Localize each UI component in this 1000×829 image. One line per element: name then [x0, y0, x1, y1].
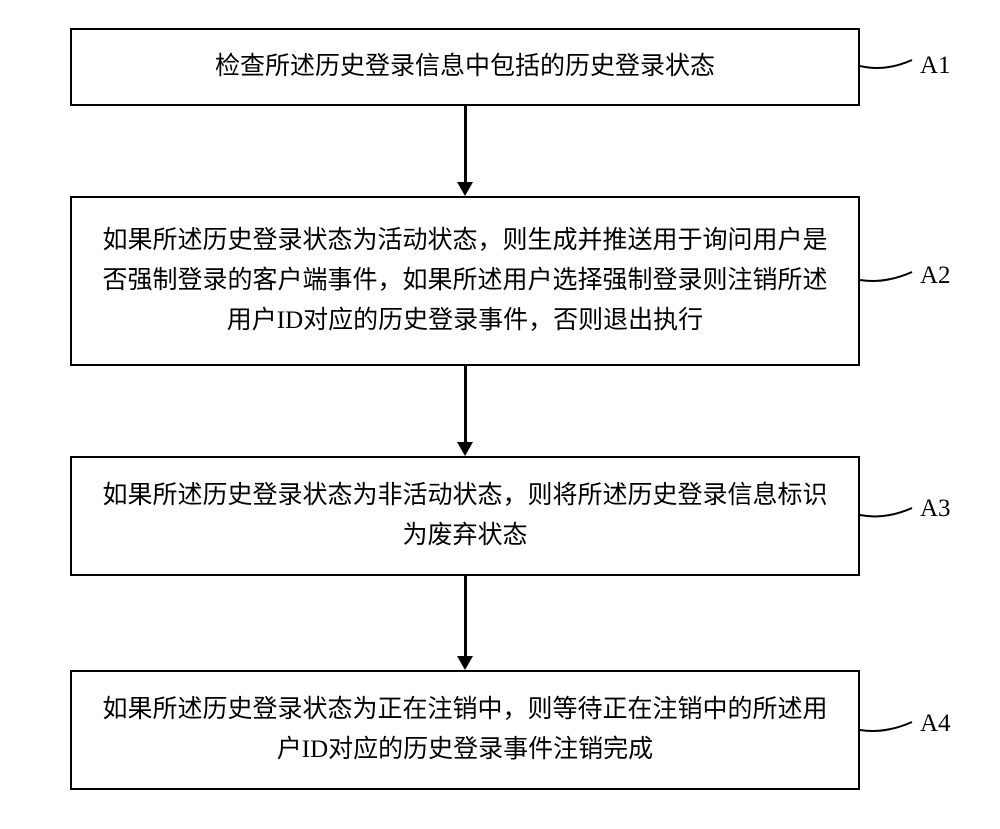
label-connector-a1 [860, 50, 915, 74]
node-text: 如果所述历史登录状态为正在注销中，则等待正在注销中的所述用户ID对应的历史登录事… [92, 690, 838, 770]
node-label-a2: A2 [920, 262, 951, 290]
flowchart-node-a1: 检查所述历史登录信息中包括的历史登录状态 [70, 28, 860, 106]
arrow-a3-a4 [464, 576, 467, 656]
node-label-a1: A1 [920, 52, 951, 80]
arrow-a2-a3 [464, 366, 467, 442]
node-text: 如果所述历史登录状态为非活动状态，则将所述历史登录信息标识为废弃状态 [92, 476, 838, 556]
arrowhead-a2-a3 [457, 442, 473, 456]
label-text: A3 [920, 495, 951, 522]
label-text: A2 [920, 262, 951, 289]
label-connector-a2 [860, 262, 915, 286]
flowchart-node-a3: 如果所述历史登录状态为非活动状态，则将所述历史登录信息标识为废弃状态 [70, 456, 860, 576]
label-connector-a3 [860, 498, 915, 522]
node-label-a4: A4 [920, 710, 951, 738]
node-text: 检查所述历史登录信息中包括的历史登录状态 [215, 47, 715, 87]
arrow-a1-a2 [464, 106, 467, 182]
arrowhead-a1-a2 [457, 182, 473, 196]
flowchart-node-a4: 如果所述历史登录状态为正在注销中，则等待正在注销中的所述用户ID对应的历史登录事… [70, 670, 860, 790]
label-connector-a4 [860, 712, 915, 736]
flowchart-node-a2: 如果所述历史登录状态为活动状态，则生成并推送用于询问用户是否强制登录的客户端事件… [70, 196, 860, 366]
label-text: A1 [920, 52, 951, 79]
node-text: 如果所述历史登录状态为活动状态，则生成并推送用于询问用户是否强制登录的客户端事件… [92, 221, 838, 341]
label-text: A4 [920, 710, 951, 737]
node-label-a3: A3 [920, 495, 951, 523]
arrowhead-a3-a4 [457, 656, 473, 670]
flowchart-container: 检查所述历史登录信息中包括的历史登录状态 A1 如果所述历史登录状态为活动状态，… [0, 0, 1000, 829]
